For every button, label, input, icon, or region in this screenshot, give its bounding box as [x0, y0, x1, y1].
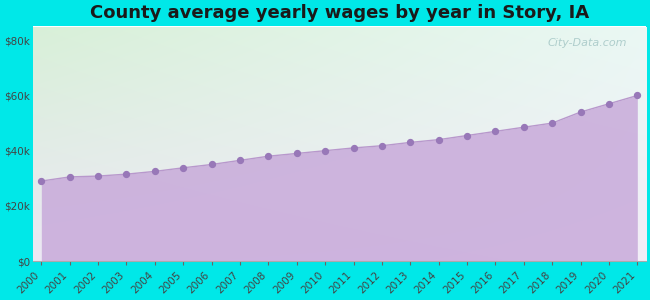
Point [122, 172, 132, 177]
Point [320, 148, 330, 153]
Title: County average yearly wages by year in Story, IA: County average yearly wages by year in S… [90, 4, 589, 22]
Point [434, 137, 444, 142]
Point [93, 174, 103, 178]
Point [462, 133, 473, 138]
Point [547, 121, 558, 125]
Point [235, 158, 245, 163]
Point [377, 143, 387, 148]
Point [150, 169, 160, 174]
Point [575, 110, 586, 115]
Text: City-Data.com: City-Data.com [548, 38, 627, 48]
Point [405, 140, 415, 145]
Point [263, 154, 274, 159]
Point [36, 178, 47, 183]
Point [178, 165, 188, 170]
Point [64, 175, 75, 179]
Point [348, 146, 359, 150]
Point [490, 129, 501, 134]
Point [292, 151, 302, 156]
Point [632, 93, 642, 98]
Point [207, 162, 217, 167]
Point [519, 125, 529, 130]
Point [604, 101, 614, 106]
